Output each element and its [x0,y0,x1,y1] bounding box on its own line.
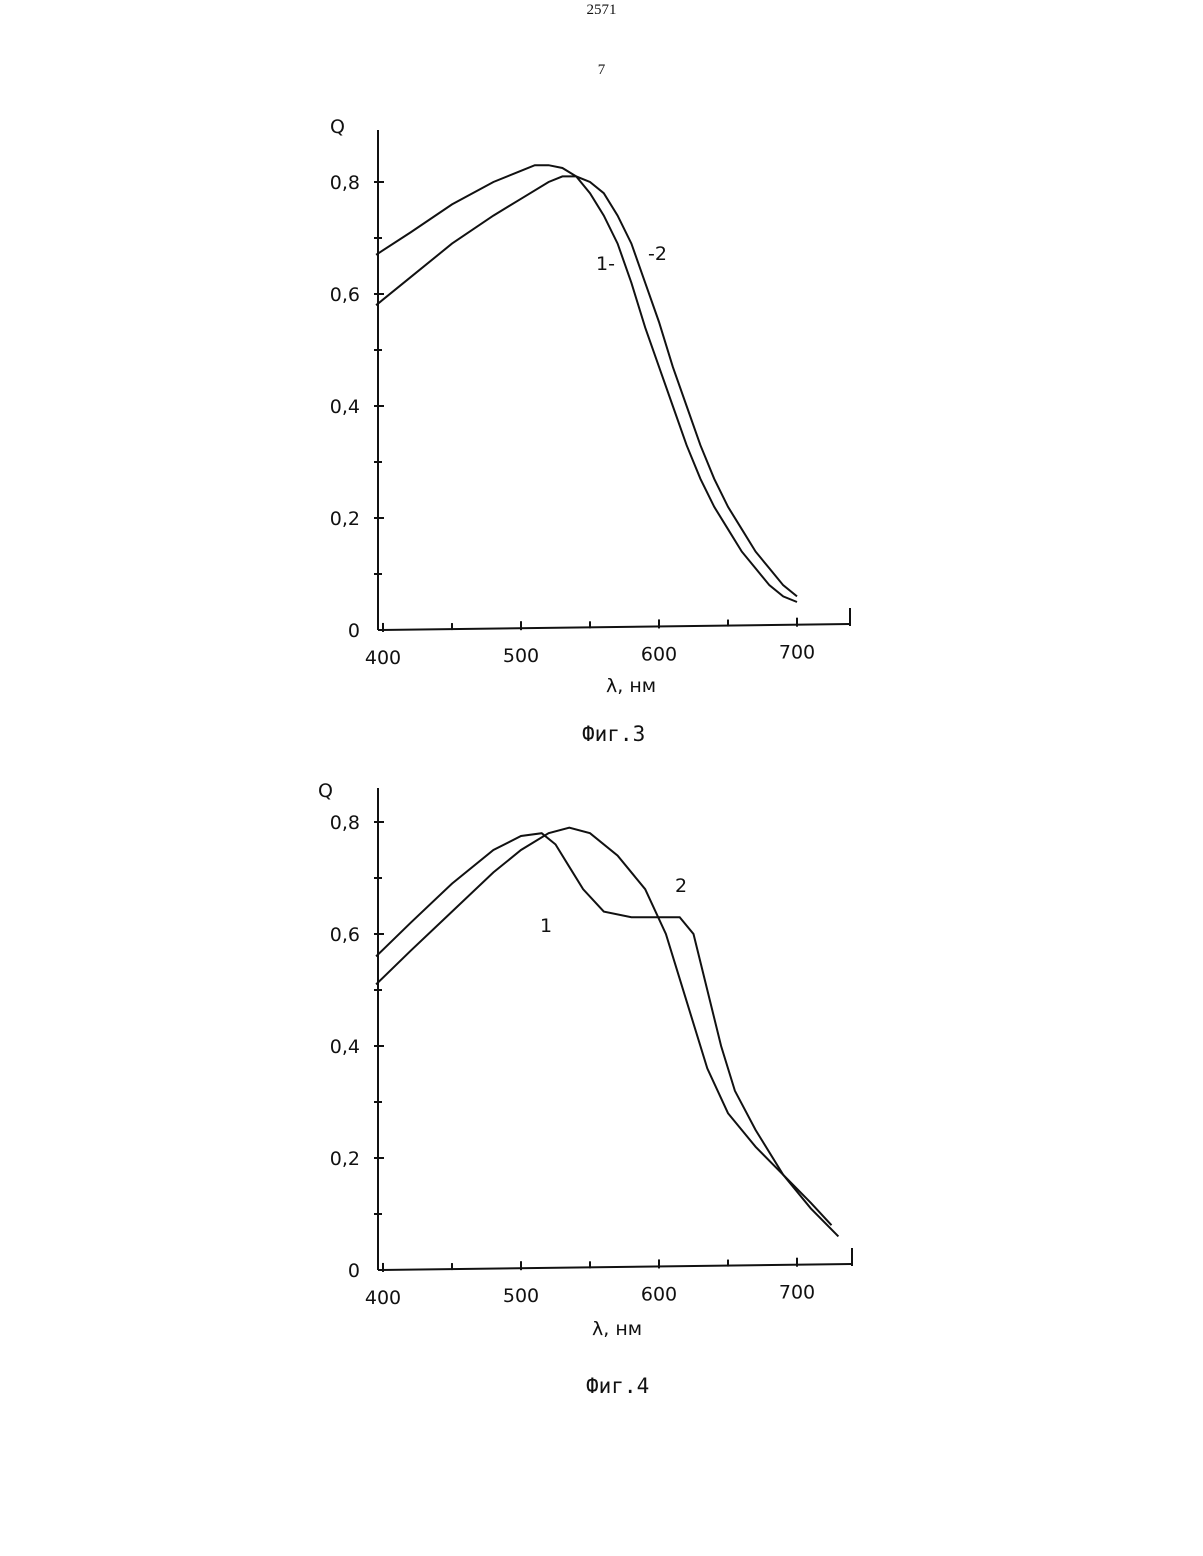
y-tick-label: 0,4 [330,396,360,418]
series-2-label: -2 [648,243,667,265]
y-axis-label: Q [318,780,333,802]
y-tick-label: 0,2 [330,1148,360,1170]
y-tick-label: 0 [348,620,360,642]
x-tick-label: 400 [365,1287,401,1309]
chart-figure-3: 0 0,2 0,4 0,6 0,8 400 500 600 700 Qλ, нм 1- -2 [0,100,1203,710]
y-tick-label: 0 [348,1260,360,1282]
x-tick-label: 500 [503,1285,539,1307]
x-tick-label: 600 [641,1283,677,1305]
y-tick-label: 0,6 [330,924,360,946]
figure-3-caption: Фиг.3 [582,722,645,746]
x-tick-label: 600 [641,643,677,665]
y-axis-label: Q [330,116,345,138]
series-2-label: 2 [675,875,687,897]
x-tick-label: 700 [779,1282,815,1304]
figure-4-caption: Фиг.4 [586,1374,649,1398]
x-axis [378,1264,852,1270]
x-axis-label: λ, нм [592,1318,642,1340]
y-tick-label: 0,8 [330,812,360,834]
y-tick-label: 0,2 [330,508,360,530]
x-axis [378,624,850,630]
series-1-label: 1 [540,915,552,937]
series-2-line [376,828,831,1226]
x-axis-label: λ, нм [606,675,656,697]
x-tick-label: 500 [503,645,539,667]
y-tick-label: 0,8 [330,172,360,194]
y-tick-label: 0,6 [330,284,360,306]
series-1-line [376,833,838,1236]
x-tick-label: 700 [779,642,815,664]
x-tick-label: 400 [365,647,401,669]
series-1-label: 1- [596,253,615,275]
y-tick-label: 0,4 [330,1036,360,1058]
chart-figure-4: 0 0,2 0,4 0,6 0,8 400 500 600 700 Qλ, нм 1 2 [0,760,1203,1370]
header-number: 2571 [0,2,1203,19]
series-1-line [376,165,797,602]
series-2-line [376,176,797,596]
page-number: 7 [0,62,1203,79]
